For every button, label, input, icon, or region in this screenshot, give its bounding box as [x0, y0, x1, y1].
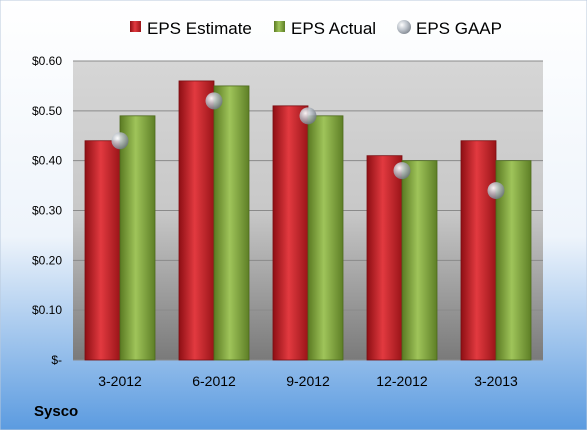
company-label: Sysco: [34, 403, 78, 420]
legend-swatch-eps-actual: [274, 21, 285, 32]
bar-eps-actual: [307, 115, 344, 361]
legend-swatch-eps-gaap: [397, 20, 411, 34]
bar-eps-estimate: [84, 140, 121, 361]
bar-eps-actual: [213, 85, 250, 361]
y-tick-label: $0.30: [32, 204, 62, 218]
bar-eps-actual: [119, 115, 156, 361]
y-tick-label: $0.50: [32, 104, 62, 118]
marker-eps-gaap: [111, 132, 129, 150]
y-tick-label: $0.20: [32, 253, 62, 267]
bars: [84, 80, 532, 361]
marker-eps-gaap: [487, 182, 505, 200]
marker-eps-gaap: [299, 107, 317, 125]
y-tick-label: $-: [51, 353, 62, 367]
gaap-markers: [111, 92, 505, 200]
x-axis-ticks: 3-2012 6-2012 9-2012 12-2012 3-2013: [98, 373, 518, 389]
legend-label-eps-estimate: EPS Estimate: [147, 19, 252, 38]
y-tick-label: $0.60: [32, 54, 62, 68]
bar-eps-estimate: [178, 80, 215, 361]
y-axis-ticks: $- $0.10 $0.20 $0.30 $0.40 $0.50 $0.60: [32, 54, 62, 367]
y-tick-label: $0.10: [32, 303, 62, 317]
x-tick-label: 12-2012: [376, 373, 428, 389]
x-tick-label: 3-2013: [474, 373, 518, 389]
legend-label-eps-gaap: EPS GAAP: [416, 19, 502, 38]
x-tick-label: 6-2012: [192, 373, 236, 389]
legend-label-eps-actual: EPS Actual: [291, 19, 376, 38]
x-tick-label: 9-2012: [286, 373, 330, 389]
x-tick-label: 3-2012: [98, 373, 142, 389]
legend-swatch-eps-estimate: [130, 21, 141, 32]
legend: EPS Estimate EPS Actual EPS GAAP: [130, 19, 502, 38]
bar-eps-estimate: [272, 105, 309, 361]
bar-eps-estimate: [366, 155, 403, 361]
bar-eps-estimate: [460, 140, 497, 361]
y-tick-label: $0.40: [32, 154, 62, 168]
marker-eps-gaap: [393, 162, 411, 180]
marker-eps-gaap: [205, 92, 223, 110]
bar-eps-actual: [401, 160, 438, 361]
